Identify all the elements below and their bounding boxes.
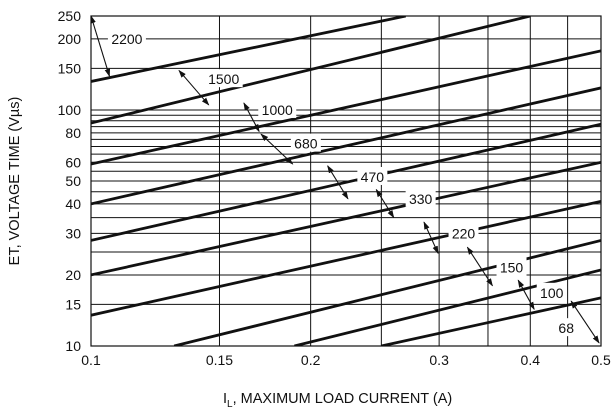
annotation-bg-470: [357, 166, 388, 185]
annotation-label-1000: 1000: [262, 102, 293, 118]
annotation-arrow-100: [517, 279, 535, 311]
annotation-bg-100: [536, 282, 567, 301]
y-tick-label: 40: [65, 196, 81, 212]
x-tick-label: 0.2: [301, 352, 321, 368]
annotation-layer: 2200 1500 1000 680 470 330 220 150 100 68: [90, 15, 600, 344]
y-axis-title: ET, VOLTAGE TIME (Vµs): [7, 97, 23, 266]
annotation-label-470: 470: [361, 169, 385, 185]
annotation-label-1500: 1500: [208, 71, 239, 87]
x-axis-title-sub: L: [227, 399, 233, 409]
y-tick-label: 15: [65, 296, 81, 312]
y-tick-label: 20: [65, 267, 81, 283]
y-tick-label: 30: [65, 225, 81, 241]
annotation-arrow-680: [260, 133, 294, 165]
y-tick-label: 200: [58, 31, 82, 47]
x-tick-label: 0.5: [591, 352, 611, 368]
annotation-label-220: 220: [452, 225, 476, 241]
annotation-bg-2200: [107, 28, 146, 47]
annotation-arrow-1500: [178, 69, 210, 106]
annotation-arrow-470: [327, 165, 349, 200]
annotation-arrow-220: [423, 221, 439, 255]
series-line-2200: [91, 16, 407, 83]
x-axis-title: IL, MAXIMUM LOAD CURRENT (A): [223, 391, 452, 409]
tick-label-layer: 0.1 0.15 0.2 0.3 0.4 0.5 10 15 20 30 40 50 60 80 100 15…: [58, 8, 611, 368]
series-line-150: [173, 239, 601, 346]
series-line-100: [294, 268, 601, 346]
x-tick-label: 0.3: [429, 352, 449, 368]
y-tick-label: 50: [65, 173, 81, 189]
series-line-470: [91, 122, 601, 242]
annotation-bg-68: [555, 318, 578, 337]
x-tick-label: 0.4: [521, 352, 541, 368]
annotation-arrow-330: [375, 188, 395, 219]
annotation-arrow-1000: [243, 102, 260, 133]
annotation-label-2200: 2200: [111, 31, 142, 47]
y-tick-label: 10: [65, 338, 81, 354]
annotation-arrow-150: [466, 246, 493, 287]
plot-frame: [90, 15, 602, 347]
y-tick-label: 60: [65, 154, 81, 170]
x-axis-title-main: I: [223, 391, 227, 407]
x-axis-title-rest: , MAXIMUM LOAD CURRENT (A): [233, 391, 453, 407]
annotation-label-68: 68: [558, 320, 574, 336]
annotation-bg-150: [496, 257, 527, 276]
annotation-label-150: 150: [500, 260, 524, 276]
x-tick-label: 0.15: [206, 352, 233, 368]
annotation-label-680: 680: [294, 136, 318, 152]
x-tick-label: 0.1: [81, 352, 101, 368]
series-line-220: [91, 199, 601, 317]
annotation-bg-330: [405, 188, 436, 207]
annotation-label-330: 330: [409, 191, 433, 207]
annotation-label-100: 100: [540, 285, 564, 301]
annotation-bg-220: [448, 223, 479, 242]
series-line-330: [91, 160, 601, 277]
annotation-arrow-2200: [90, 15, 111, 77]
series-line-68: [381, 296, 601, 346]
series-layer: [91, 16, 601, 346]
y-tick-label: 100: [58, 102, 82, 118]
annotation-bg-1000: [258, 99, 297, 118]
y-tick-label: 150: [58, 60, 82, 76]
annotation-bg-1500: [204, 69, 243, 88]
annotation-arrow-68: [570, 300, 600, 344]
y-tick-label: 80: [65, 125, 81, 141]
annotation-bg-680: [290, 133, 321, 152]
y-tick-label: 250: [58, 8, 82, 24]
series-line-1500: [91, 16, 531, 125]
series-line-680: [91, 86, 601, 206]
series-line-1000: [91, 49, 601, 166]
